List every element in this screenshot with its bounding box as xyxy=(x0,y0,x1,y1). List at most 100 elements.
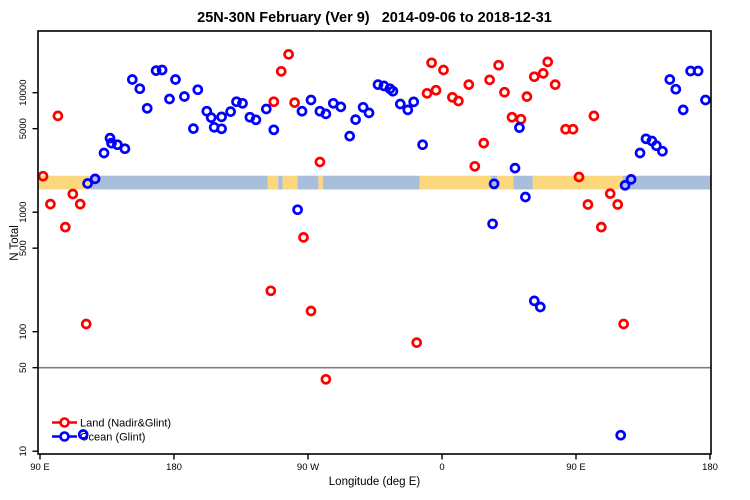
y-tick-label: 50 xyxy=(18,362,29,373)
chart-title: 25N-30N February (Ver 9) 2014-09-06 to 2… xyxy=(197,10,552,26)
map-band-land xyxy=(282,175,298,190)
data-point-ocean xyxy=(700,94,711,106)
legend-label: Ocean (Glint) xyxy=(80,432,145,444)
map-band-land xyxy=(497,175,514,190)
x-tick-label: 90 E xyxy=(30,462,50,473)
data-point-land xyxy=(52,110,64,122)
data-point-land xyxy=(74,198,86,210)
data-point-ocean xyxy=(520,191,531,203)
data-point-land xyxy=(463,79,475,90)
data-point-ocean xyxy=(615,429,627,441)
data-point-land xyxy=(537,68,549,79)
data-point-land xyxy=(618,318,629,330)
data-point-land xyxy=(493,59,504,71)
data-point-ocean xyxy=(305,94,317,106)
data-point-ocean xyxy=(296,105,308,117)
data-point-land xyxy=(582,199,594,210)
data-point-ocean xyxy=(677,104,689,116)
data-point-ocean xyxy=(402,104,414,116)
plot-frame xyxy=(37,30,712,455)
data-point-land xyxy=(426,57,437,69)
data-point-ocean xyxy=(344,130,356,142)
map-band-ocean xyxy=(90,175,268,190)
data-point-land xyxy=(67,188,79,200)
x-tick-label: 180 xyxy=(166,462,182,473)
data-point-land xyxy=(595,221,607,233)
data-point-land xyxy=(268,96,280,108)
data-point-land xyxy=(298,232,309,243)
data-point-land xyxy=(421,87,433,99)
x-axis-title: Longitude (deg E) xyxy=(328,476,421,488)
data-point-ocean xyxy=(625,174,637,185)
data-point-land xyxy=(469,160,481,172)
data-point-ocean xyxy=(205,112,217,123)
data-point-land xyxy=(265,285,277,297)
data-point-land xyxy=(515,113,527,125)
y-tick-label: 500 xyxy=(18,240,29,256)
data-point-ocean xyxy=(192,84,204,96)
data-point-land xyxy=(573,171,585,183)
x-tick-label: 180 xyxy=(702,462,718,473)
data-point-land xyxy=(549,79,561,90)
data-point-ocean xyxy=(634,147,646,159)
data-point-ocean xyxy=(514,122,525,133)
x-tick-label: 90 E xyxy=(566,462,586,473)
data-point-land xyxy=(438,64,449,76)
data-point-ocean xyxy=(292,204,303,216)
data-point-ocean xyxy=(188,123,199,134)
data-point-ocean xyxy=(417,139,428,151)
data-point-ocean xyxy=(141,102,153,114)
y-tick-label: 10000 xyxy=(18,79,29,105)
data-point-ocean xyxy=(134,83,146,95)
map-band-land xyxy=(38,175,91,190)
y-tick-label: 5000 xyxy=(18,118,29,139)
data-point-land xyxy=(59,221,71,233)
data-point-land xyxy=(506,111,518,123)
data-point-land xyxy=(314,156,326,168)
data-point-land xyxy=(411,337,423,348)
data-point-land xyxy=(484,74,495,86)
data-point-ocean xyxy=(126,74,138,85)
data-point-ocean xyxy=(372,79,384,90)
data-point-ocean xyxy=(357,101,369,113)
data-point-land xyxy=(453,95,464,107)
data-point-land xyxy=(612,199,624,210)
map-band-land xyxy=(419,175,492,190)
x-tick-label: 0 xyxy=(439,462,444,473)
data-point-ocean xyxy=(104,132,116,144)
data-point-land xyxy=(528,71,540,83)
legend-label: Land (Nadir&Glint) xyxy=(80,418,171,430)
data-point-land xyxy=(80,318,92,330)
data-point-land xyxy=(521,91,533,102)
data-point-ocean xyxy=(394,98,406,110)
data-point-ocean xyxy=(260,103,272,115)
data-point-land xyxy=(588,110,600,122)
data-point-ocean xyxy=(408,96,420,108)
map-band-ocean xyxy=(278,175,283,190)
data-point-ocean xyxy=(77,429,89,440)
map-band-land xyxy=(267,175,279,190)
data-point-ocean xyxy=(619,179,631,191)
data-point-ocean xyxy=(250,114,262,126)
x-tick-label: 90 W xyxy=(297,462,319,473)
data-point-ocean xyxy=(350,114,361,125)
y-tick-label: 10 xyxy=(18,446,29,457)
data-point-land xyxy=(305,305,317,317)
data-point-ocean xyxy=(170,74,181,85)
data-point-land xyxy=(320,373,332,385)
map-band-ocean xyxy=(513,175,533,190)
y-tick-label: 100 xyxy=(18,324,29,340)
data-point-ocean xyxy=(216,111,227,123)
data-point-ocean xyxy=(216,123,227,135)
map-band-ocean xyxy=(322,175,420,190)
data-point-land xyxy=(289,97,300,108)
data-point-ocean xyxy=(534,301,546,313)
data-point-ocean xyxy=(509,162,521,174)
legend-marker-circle xyxy=(59,417,70,428)
data-point-land xyxy=(542,56,554,68)
data-point-ocean xyxy=(363,107,375,119)
map-band-ocean xyxy=(297,175,319,190)
map-band-ocean xyxy=(491,175,498,190)
data-point-ocean xyxy=(225,106,236,117)
data-point-ocean xyxy=(488,178,500,190)
